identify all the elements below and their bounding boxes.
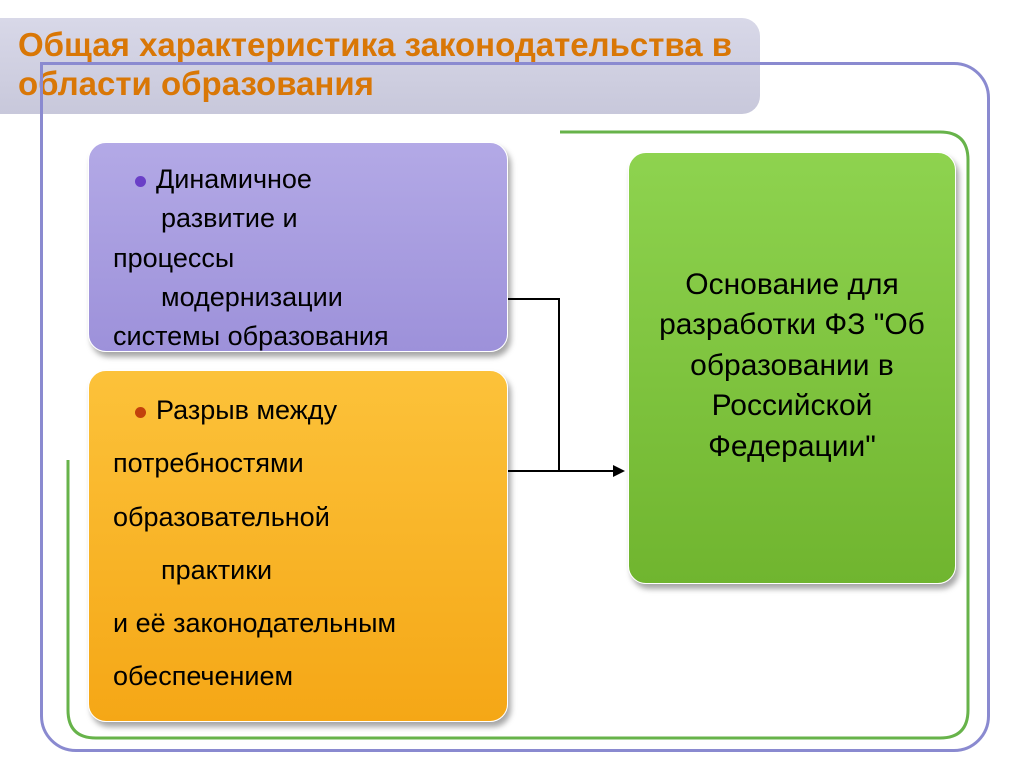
box-basis-fz: Основание для разработки ФЗ "Об образова… <box>628 152 956 584</box>
o3a: образовательной <box>113 492 483 543</box>
box-dynamic-development: Динамичноеразвитие ипроцессымодернизации… <box>88 142 508 352</box>
conn-h-purple <box>508 298 560 300</box>
p2b: модернизации <box>113 279 483 316</box>
o3b: практики <box>113 545 483 596</box>
p2: процессы <box>113 240 483 277</box>
conn-h-to-green <box>560 470 615 472</box>
o4: и её законодательным <box>113 598 483 649</box>
bullet-icon <box>135 176 146 187</box>
conn-h-orange <box>508 470 560 472</box>
o5: обеспечением <box>113 651 483 702</box>
green-text: Основание для разработки ФЗ "Об образова… <box>653 265 931 468</box>
conn-vert <box>558 298 560 472</box>
p3: системы образования <box>113 318 483 355</box>
p1: Динамичное <box>113 161 483 198</box>
arrowhead-icon <box>613 465 625 477</box>
o2: потребностями <box>113 438 483 489</box>
p1b: развитие и <box>113 200 483 237</box>
box-gap-needs: Разрыв междупотребностямиобразовательной… <box>88 370 508 722</box>
bullet-icon <box>135 407 146 418</box>
o1: Разрыв между <box>113 385 483 436</box>
